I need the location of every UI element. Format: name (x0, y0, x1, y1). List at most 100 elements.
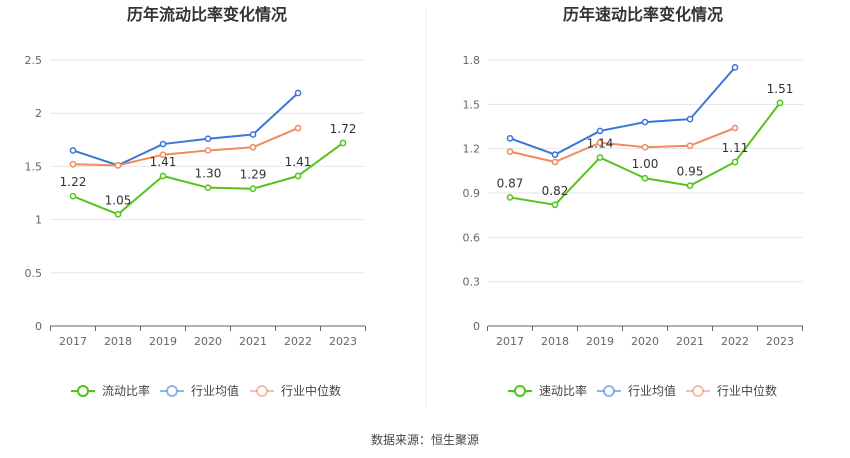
data-point (339, 139, 347, 147)
data-point (69, 192, 77, 200)
data-point (159, 140, 167, 148)
data-point (506, 194, 514, 201)
legend-label: 行业均值 (191, 383, 239, 398)
legend-marker (692, 385, 704, 397)
legend-label: 行业均值 (628, 383, 676, 398)
data-point (551, 151, 559, 158)
data-point (686, 115, 694, 123)
series-line (509, 66, 736, 156)
data-point (641, 174, 649, 182)
chart-title: 历年速动比率变化情况 (563, 5, 723, 24)
data-label: 1.29 (240, 168, 267, 182)
x-tick-label: 2018 (541, 335, 569, 348)
y-tick-label: 0 (473, 320, 480, 333)
data-point (731, 158, 739, 166)
y-tick-label: 1.2 (463, 143, 481, 156)
y-tick-label: 0.6 (463, 231, 481, 244)
data-point (249, 143, 257, 151)
data-label: 1.30 (195, 167, 222, 181)
data-label: 1.22 (60, 175, 87, 189)
x-tick-label: 2018 (104, 335, 132, 348)
data-point (69, 147, 77, 154)
legend-label: 流动比率 (102, 383, 150, 398)
data-point (204, 147, 212, 154)
legend-label: 行业中位数 (281, 383, 341, 398)
series-line (72, 92, 299, 167)
y-tick-label: 0.5 (25, 267, 43, 280)
y-tick-label: 2 (35, 107, 42, 120)
x-tick-label: 2020 (631, 335, 659, 348)
data-point (159, 172, 167, 180)
y-tick-label: 0 (35, 320, 42, 333)
series-line (509, 127, 736, 163)
data-point (204, 135, 212, 143)
source-note: 数据来源：恒生聚源 (371, 432, 479, 447)
data-point (596, 139, 604, 147)
data-point (731, 124, 739, 132)
x-tick-label: 2017 (496, 335, 524, 348)
data-point (641, 143, 649, 151)
data-point (114, 161, 122, 169)
y-tick-label: 1.5 (25, 160, 43, 173)
data-label: 1.05 (105, 193, 132, 207)
x-tick-label: 2023 (766, 335, 794, 348)
data-label: 1.00 (632, 157, 659, 171)
quick-ratio-chart: 历年速动比率变化情况 0 0.3 0.6 0.9 1.2 1.5 1.8 2017 2018 201… (463, 5, 803, 398)
x-tick-label: 2019 (586, 335, 614, 348)
data-point (506, 134, 514, 142)
y-tick-label: 2.5 (25, 54, 43, 67)
data-point (506, 148, 514, 155)
data-label: 1.41 (150, 155, 177, 169)
series-line (72, 127, 299, 167)
y-tick-label: 0.3 (463, 276, 481, 289)
x-tick-label: 2021 (676, 335, 704, 348)
data-label: 1.14 (587, 137, 614, 151)
x-tick-label: 2020 (194, 335, 222, 348)
legend-marker (514, 385, 526, 397)
data-point (686, 142, 694, 150)
legend-marker (166, 385, 178, 397)
y-tick-label: 1.5 (463, 98, 481, 111)
data-label: 1.51 (767, 82, 794, 96)
data-label: 1.41 (285, 155, 312, 169)
data-point (596, 154, 604, 161)
x-tick-label: 2022 (284, 335, 312, 348)
data-point (114, 210, 122, 218)
x-tick-label: 2019 (149, 335, 177, 348)
legend-marker (77, 385, 89, 397)
current-ratio-chart: 历年流动比率变化情况 0 0.5 1 1.5 2 2.5 2017 2018 2019 2020 20… (25, 5, 366, 398)
data-point (294, 89, 302, 97)
data-point (641, 118, 649, 126)
data-point (551, 158, 559, 166)
data-label: 1.11 (722, 141, 749, 155)
x-tick-label: 2022 (721, 335, 749, 348)
legend-label: 行业中位数 (717, 383, 777, 398)
data-point (596, 127, 604, 135)
data-point (159, 151, 167, 159)
chart-title: 历年流动比率变化情况 (127, 5, 287, 24)
x-tick-label: 2017 (59, 335, 87, 348)
data-point (731, 64, 739, 71)
data-point (69, 160, 77, 168)
data-label: 0.95 (677, 165, 704, 179)
x-tick-label: 2021 (239, 335, 267, 348)
data-point (249, 185, 257, 193)
data-point (249, 131, 257, 138)
y-tick-label: 0.9 (463, 187, 481, 200)
y-tick-label: 1 (35, 214, 42, 227)
legend-marker (603, 385, 615, 397)
y-tick-label: 1.8 (463, 54, 481, 67)
data-point (551, 201, 559, 209)
data-point (686, 182, 694, 189)
data-label: 0.82 (542, 184, 569, 198)
data-point (204, 184, 212, 192)
legend-marker (256, 385, 268, 397)
data-point (776, 99, 784, 107)
legend-label: 速动比率 (539, 383, 587, 398)
data-point (294, 124, 302, 132)
data-label: 0.87 (497, 176, 524, 190)
data-point (294, 172, 302, 180)
x-tick-label: 2023 (329, 335, 357, 348)
data-label: 1.72 (330, 122, 357, 136)
